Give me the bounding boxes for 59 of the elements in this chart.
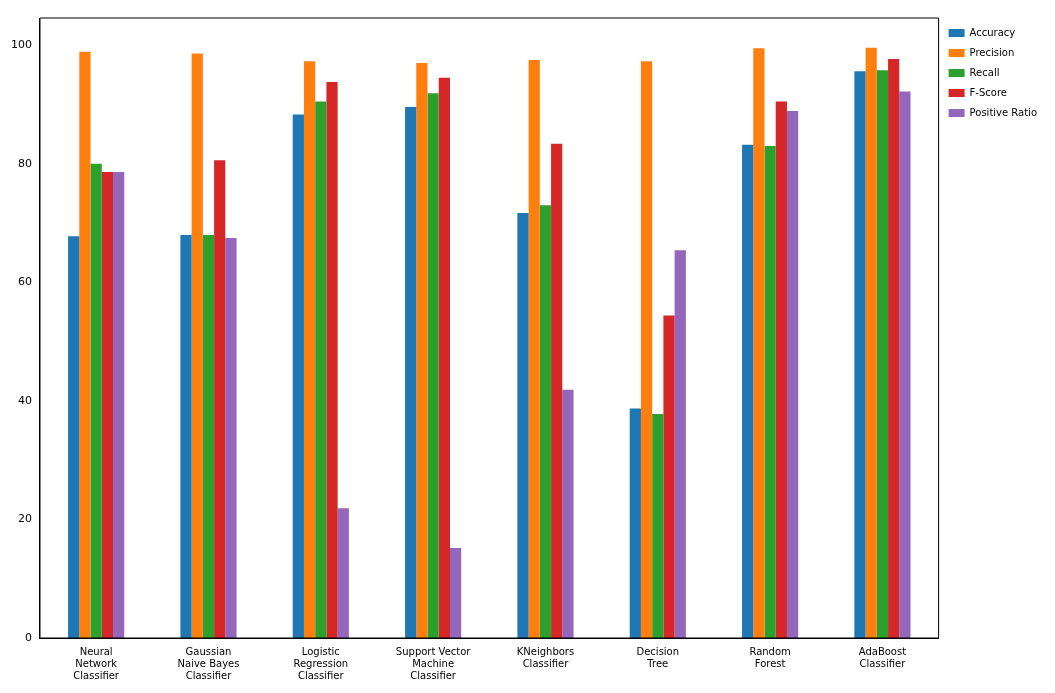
bar xyxy=(562,389,574,638)
bar xyxy=(303,61,316,638)
legend-label: Precision xyxy=(969,46,1015,58)
bar xyxy=(764,146,776,638)
bar xyxy=(202,234,215,638)
bar xyxy=(225,237,237,638)
x-tick-label: Decision Tree xyxy=(636,645,680,669)
x-tick-label: Gaussian Naive Bayes Classifier xyxy=(177,645,240,681)
bar xyxy=(663,315,675,638)
legend-label: F-Score xyxy=(969,86,1007,98)
bar xyxy=(79,51,91,638)
y-tick-label: 80 xyxy=(18,156,32,170)
bar xyxy=(326,82,338,638)
bar xyxy=(528,60,540,638)
x-tick-label: KNeighbors Classifier xyxy=(516,645,575,669)
bar xyxy=(191,53,203,638)
bar xyxy=(888,58,900,638)
bar xyxy=(551,143,563,638)
bar xyxy=(405,106,417,638)
bar xyxy=(68,236,80,638)
bar xyxy=(775,101,787,638)
y-tick-label: 100 xyxy=(11,38,32,52)
bar xyxy=(742,144,754,638)
bar xyxy=(101,172,114,638)
x-tick-label: Neural Network Classifier xyxy=(73,645,120,681)
bar xyxy=(865,47,877,638)
y-tick-label: 40 xyxy=(18,393,32,407)
legend-label: Recall xyxy=(969,66,1000,78)
x-tick-label: Logistic Regression Classifier xyxy=(293,645,349,681)
bar xyxy=(674,250,686,638)
bar xyxy=(876,70,889,638)
bar xyxy=(214,160,226,638)
bar xyxy=(899,91,911,638)
bar xyxy=(753,48,765,638)
y-tick-label: 0 xyxy=(25,630,32,644)
x-tick-label: Random Forest xyxy=(749,645,791,669)
bar xyxy=(315,101,327,638)
bar xyxy=(517,213,529,638)
bar xyxy=(640,61,653,638)
bar xyxy=(337,508,349,638)
bar xyxy=(438,77,450,638)
x-tick-label: Support Vector Machine Classifier xyxy=(395,645,472,681)
bar xyxy=(180,234,192,638)
bar xyxy=(652,413,664,638)
bar xyxy=(539,205,552,638)
x-tick-label: AdaBoost Classifier xyxy=(858,645,907,669)
bar xyxy=(449,547,462,638)
bar xyxy=(113,172,125,638)
bar xyxy=(786,111,799,638)
bar xyxy=(854,71,866,638)
bar xyxy=(292,114,304,638)
bar xyxy=(427,93,439,638)
bar xyxy=(416,63,428,638)
bar xyxy=(90,163,102,638)
y-tick-label: 60 xyxy=(18,275,32,289)
legend-label: Accuracy xyxy=(969,26,1016,38)
bar xyxy=(629,408,641,638)
y-tick-label: 20 xyxy=(18,512,32,526)
legend-label: Positive Ratio xyxy=(969,106,1037,118)
